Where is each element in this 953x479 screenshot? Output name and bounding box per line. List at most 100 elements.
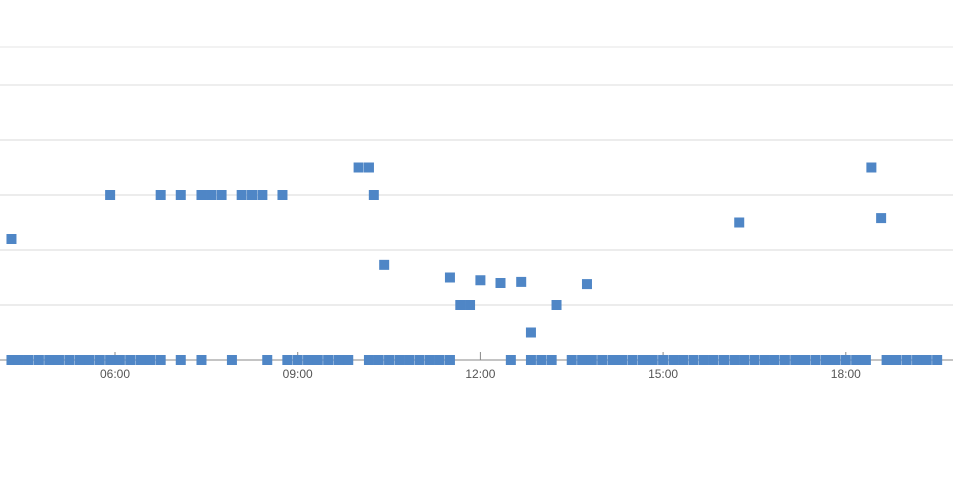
data-point[interactable] [353, 162, 364, 173]
data-point[interactable] [292, 355, 303, 365]
data-point[interactable] [866, 162, 877, 173]
data-point[interactable] [708, 355, 719, 365]
data-point[interactable] [734, 217, 745, 228]
data-point[interactable] [851, 355, 862, 365]
data-point[interactable] [658, 355, 669, 365]
data-point[interactable] [546, 355, 557, 365]
data-point[interactable] [105, 190, 116, 200]
data-point[interactable] [668, 355, 679, 365]
data-point[interactable] [860, 355, 871, 365]
data-point[interactable] [363, 162, 374, 173]
data-point[interactable] [226, 355, 237, 365]
data-point[interactable] [876, 213, 887, 224]
data-point[interactable] [257, 190, 268, 200]
data-point[interactable] [236, 190, 247, 200]
data-point[interactable] [647, 355, 658, 365]
data-point[interactable] [729, 355, 740, 365]
data-point[interactable] [404, 355, 415, 365]
data-point[interactable] [810, 355, 821, 365]
data-point[interactable] [44, 355, 55, 365]
data-point[interactable] [414, 355, 425, 365]
data-point[interactable] [769, 355, 780, 365]
data-point[interactable] [64, 355, 75, 365]
data-point[interactable] [739, 355, 750, 365]
data-point[interactable] [6, 234, 17, 244]
data-point[interactable] [206, 190, 217, 200]
data-point[interactable] [678, 355, 689, 365]
data-point[interactable] [551, 300, 562, 310]
data-point[interactable] [105, 355, 116, 365]
data-point[interactable] [196, 190, 207, 200]
data-point[interactable] [84, 355, 95, 365]
data-point[interactable] [475, 275, 486, 286]
data-point[interactable] [525, 327, 536, 338]
data-point[interactable] [820, 355, 831, 365]
data-point[interactable] [698, 355, 709, 365]
data-point[interactable] [312, 355, 323, 365]
data-point[interactable] [638, 355, 649, 365]
data-point[interactable] [216, 190, 227, 200]
data-point[interactable] [23, 355, 34, 365]
data-point[interactable] [891, 355, 902, 365]
data-point[interactable] [921, 355, 932, 365]
data-point[interactable] [53, 355, 64, 365]
data-point[interactable] [424, 355, 435, 365]
data-point[interactable] [465, 300, 476, 310]
data-point[interactable] [114, 355, 125, 365]
data-point[interactable] [155, 190, 166, 200]
data-point[interactable] [627, 355, 638, 365]
data-point[interactable] [303, 355, 314, 365]
data-point[interactable] [536, 355, 547, 365]
data-point[interactable] [799, 355, 810, 365]
data-point[interactable] [912, 355, 923, 365]
data-point[interactable] [688, 355, 699, 365]
data-point[interactable] [155, 355, 166, 365]
data-point[interactable] [577, 355, 588, 365]
data-point[interactable] [373, 355, 384, 365]
data-point[interactable] [932, 355, 943, 365]
data-point[interactable] [247, 190, 258, 200]
data-point[interactable] [749, 355, 760, 365]
data-point[interactable] [516, 276, 527, 287]
data-point[interactable] [323, 355, 334, 365]
data-point[interactable] [434, 355, 445, 365]
data-point[interactable] [13, 355, 24, 365]
data-point[interactable] [455, 300, 466, 310]
data-point[interactable] [495, 278, 506, 288]
data-point[interactable] [196, 355, 207, 365]
data-point[interactable] [74, 355, 85, 365]
data-point[interactable] [175, 355, 186, 365]
data-point[interactable] [343, 355, 354, 365]
data-point[interactable] [175, 190, 186, 200]
data-point[interactable] [840, 355, 851, 365]
data-point[interactable] [779, 355, 790, 365]
data-point[interactable] [94, 355, 105, 365]
data-point[interactable] [525, 355, 536, 365]
data-point[interactable] [368, 190, 379, 200]
data-point[interactable] [333, 355, 344, 365]
data-point[interactable] [719, 355, 729, 365]
data-point[interactable] [135, 355, 146, 365]
data-point[interactable] [33, 355, 44, 365]
data-point[interactable] [379, 259, 390, 270]
data-point[interactable] [759, 355, 770, 365]
data-point[interactable] [505, 355, 516, 365]
data-point[interactable] [6, 355, 17, 365]
data-point[interactable] [125, 355, 136, 365]
data-point[interactable] [597, 355, 608, 365]
data-point[interactable] [586, 355, 597, 365]
data-point[interactable] [277, 190, 288, 200]
data-point[interactable] [444, 355, 455, 365]
data-point[interactable] [790, 355, 801, 365]
data-point[interactable] [901, 355, 912, 365]
data-point[interactable] [282, 355, 293, 365]
data-point[interactable] [394, 355, 405, 365]
data-point[interactable] [363, 355, 374, 365]
data-point[interactable] [607, 355, 618, 365]
data-point[interactable] [384, 355, 395, 365]
data-point[interactable] [145, 355, 156, 365]
data-point[interactable] [444, 272, 455, 283]
data-point[interactable] [581, 279, 592, 290]
data-point[interactable] [617, 355, 628, 365]
data-point[interactable] [881, 355, 892, 365]
